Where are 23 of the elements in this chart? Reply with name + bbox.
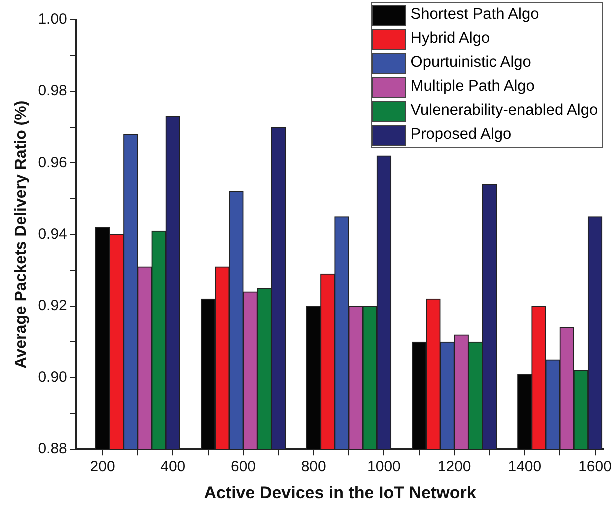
x-tick-label: 1400 — [508, 458, 542, 476]
x-tick-label: 600 — [230, 458, 256, 476]
legend-label: Shortest Path Algo — [410, 5, 540, 25]
legend-label: Opurtuinistic Algo — [410, 53, 532, 73]
x-tick-label: 400 — [160, 458, 186, 476]
y-axis-title: Average Packets Delivery Ratio (%) — [13, 100, 30, 369]
x-tick-label: 1200 — [438, 458, 472, 476]
y-tick-label: 0.96 — [38, 154, 68, 172]
legend-label: Multiple Path Algo — [410, 77, 535, 97]
y-tick-label: 0.88 — [38, 440, 68, 458]
y-tick-label: 0.94 — [38, 226, 68, 243]
legend-label: Hybrid Algo — [410, 29, 490, 49]
x-tick-label: 200 — [90, 458, 116, 476]
x-tick-label: 1000 — [368, 458, 401, 476]
y-tick-label: 1.00 — [38, 11, 68, 28]
legend-label: Vulenerability-enabled Algo — [410, 101, 598, 121]
x-tick-label: 1600 — [578, 458, 612, 476]
y-tick-label: 0.98 — [38, 82, 68, 100]
y-tick-label: 0.90 — [38, 369, 68, 386]
x-tick-label: 800 — [301, 458, 326, 476]
legend-label: Proposed Algo — [410, 125, 512, 145]
y-tick-label: 0.92 — [38, 298, 68, 315]
x-axis-title: Active Devices in the IoT Network — [204, 483, 477, 502]
